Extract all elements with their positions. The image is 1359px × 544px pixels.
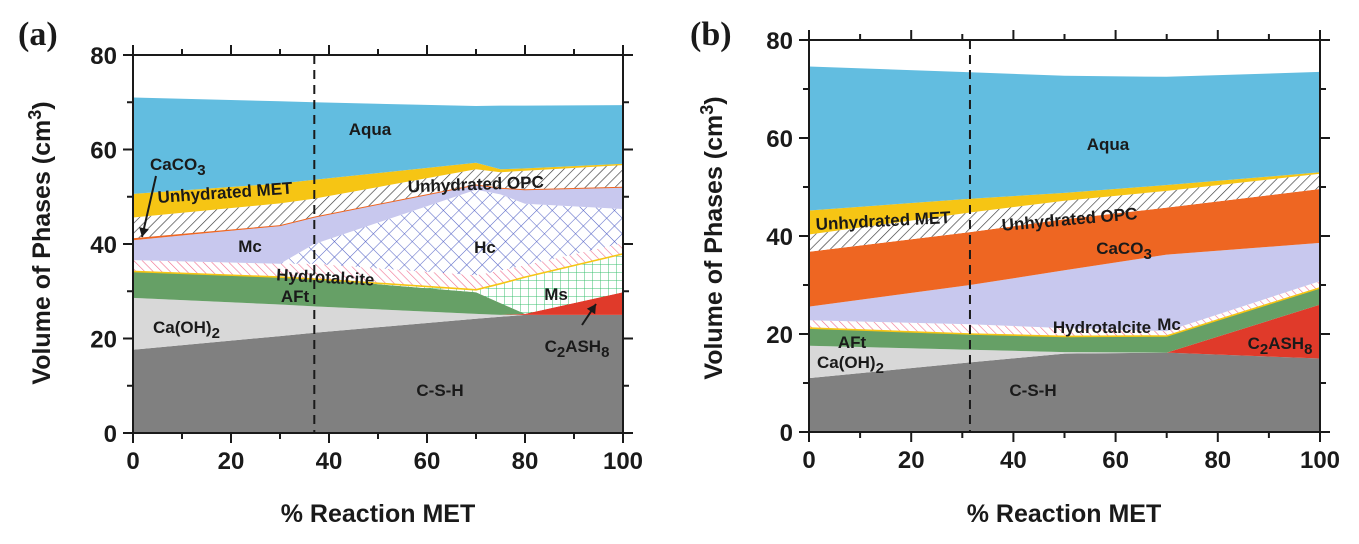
label-mc: Mc (1157, 315, 1181, 334)
panel-b-xlabel: % Reaction MET (967, 500, 1161, 528)
panel-a-areas (132, 97, 624, 433)
panel-a: (a) 0 20 40 60 80 100 0 20 40 60 80 Aqua CaCO3 Unhyd… (18, 16, 643, 528)
area-c2ash8 (133, 292, 623, 315)
x-tick-label: 20 (898, 447, 925, 474)
panel-a-label: (a) (18, 16, 58, 53)
panel-b-areas (808, 66, 1321, 432)
area-hc (133, 189, 623, 276)
x-tick-label: 80 (1204, 447, 1231, 474)
label-aft: AFt (838, 333, 867, 352)
label-hc: Hc (474, 238, 496, 257)
area-unhydrated-opc (133, 165, 623, 239)
label-caco3: CaCO3 (150, 155, 206, 179)
area-c-s-h (809, 352, 1320, 432)
annotation-arrow (141, 175, 157, 238)
panel-b-ylabel: Volume of Phases (cm3) (697, 96, 728, 379)
label-ca-oh-2: Ca(OH)2 (153, 318, 220, 342)
y-tick-label: 80 (766, 28, 793, 55)
label-caco3: CaCO3 (1096, 239, 1152, 263)
label-hydrotalcite: Hydrotalcite (1053, 318, 1151, 337)
area-aft (133, 271, 623, 315)
label-ms: Ms (544, 285, 568, 304)
area-aft (809, 287, 1320, 353)
label-aft: AFt (281, 287, 310, 306)
panel-a-xlabel: % Reaction MET (281, 500, 475, 528)
y-tick-label: 0 (780, 420, 793, 447)
area-ca-oh-2 (809, 345, 1320, 379)
y-tick-label: 60 (766, 126, 793, 153)
area-mc (809, 242, 1320, 332)
label-c-s-h: C-S-H (416, 381, 463, 400)
area-unhydrated-opc (809, 173, 1320, 252)
x-tick-label: 20 (218, 448, 245, 475)
panel-a-ylabel: Volume of Phases (cm3) (25, 101, 56, 384)
panel-b-label: (b) (690, 16, 732, 53)
label-c-s-h: C-S-H (1009, 381, 1056, 400)
x-tick-label: 40 (316, 448, 343, 475)
x-tick-label: 60 (1102, 447, 1129, 474)
area-ca-oh-2 (133, 297, 623, 350)
y-tick-label: 60 (90, 138, 117, 165)
label-aqua: Aqua (1087, 135, 1130, 154)
x-tick-label: 100 (603, 448, 643, 475)
y-tick-label: 40 (90, 232, 117, 259)
x-tick-label: 60 (414, 448, 441, 475)
x-tick-label: 100 (1300, 447, 1340, 474)
label-mc: Mc (238, 237, 262, 256)
hydrotalcite-boundary-line (808, 287, 1321, 338)
y-tick-label: 80 (90, 43, 117, 70)
panel-a-axes: 0 20 40 60 80 100 0 20 40 60 80 (90, 43, 643, 475)
y-tick-label: 20 (90, 327, 117, 354)
area-caco3 (809, 189, 1320, 307)
area-hydrotalcite (133, 243, 623, 290)
x-tick-label: 80 (512, 448, 539, 475)
label-c2ash8: C2ASH8 (1248, 334, 1313, 358)
area-c-s-h (133, 314, 623, 433)
x-tick-label: 40 (1000, 447, 1027, 474)
panel-b-axes: 0 20 40 60 80 100 0 20 40 60 80 (766, 28, 1340, 474)
area-mc (133, 184, 623, 264)
y-tick-label: 20 (766, 322, 793, 349)
area-unhydrated-met (809, 172, 1320, 235)
y-tick-label: 40 (766, 224, 793, 251)
label-aqua: Aqua (349, 120, 392, 139)
label-unhydrated-opc: Unhydrated OPC (408, 173, 545, 197)
area-c2ash8 (809, 304, 1320, 359)
area-unhydrated-met (133, 162, 623, 218)
x-tick-label: 0 (126, 448, 139, 475)
label-c2ash8: C2ASH8 (545, 337, 610, 361)
label-ca-oh-2: Ca(OH)2 (817, 353, 884, 377)
hydrotalcite-boundary-line (132, 253, 624, 291)
y-tick-label: 0 (104, 421, 117, 448)
arrowhead-icon (139, 227, 149, 237)
arrowhead-icon (586, 304, 596, 315)
x-tick-label: 0 (802, 447, 815, 474)
area-aqua (809, 66, 1320, 211)
area-aqua (133, 97, 623, 194)
